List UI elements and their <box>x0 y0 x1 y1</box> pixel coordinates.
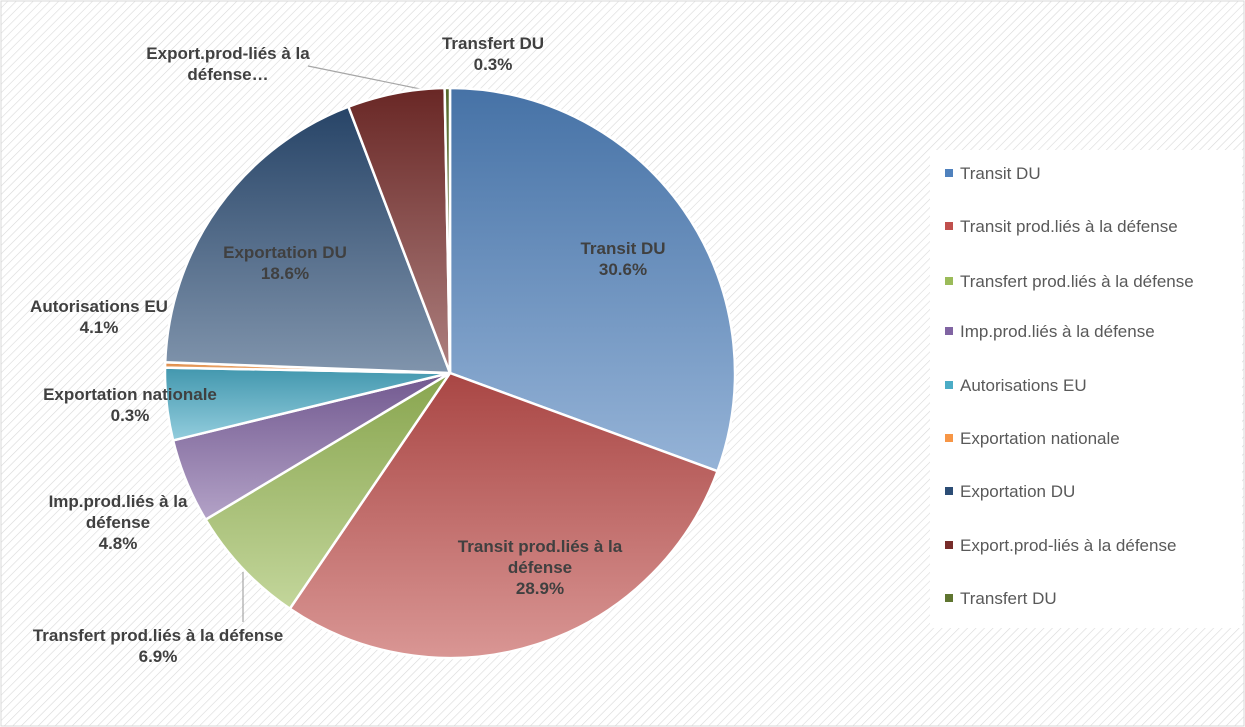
data-label-name: Export.prod-liés à la défense… <box>146 44 310 84</box>
legend-marker <box>945 222 953 230</box>
legend-marker <box>945 277 953 285</box>
legend-entry: Exportation nationale <box>960 429 1120 448</box>
data-label-text: Transfert DU 0.3% <box>413 33 573 75</box>
data-label-value: 4.1% <box>79 318 119 337</box>
legend-text: Transit DU <box>960 164 1041 183</box>
legend-marker <box>945 541 953 549</box>
pie-slice <box>443 86 452 374</box>
data-label-name: Transfert prod.liés à la défense <box>32 626 284 645</box>
legend-marker <box>945 169 953 177</box>
data-label-text: Autorisations EU 4.1% <box>0 296 199 338</box>
data-label-name: Transit prod.liés à la défense <box>457 537 623 577</box>
legend-entry: Exportation DU <box>960 482 1076 501</box>
data-label: Transfert prod.liés à la défense 6.9% <box>28 625 288 667</box>
legend-box <box>930 150 1242 628</box>
data-label-value: 28.9% <box>515 579 565 598</box>
data-label-value: 4.8% <box>98 534 138 553</box>
legend-marker <box>945 434 953 442</box>
data-label-value: 0.3% <box>473 55 513 74</box>
data-label-text: Transfert prod.liés à la défense 6.9% <box>28 625 288 667</box>
data-label-value: 18.6% <box>260 264 310 283</box>
legend-marker <box>945 487 953 495</box>
data-label: Imp.prod.liés à la défense 4.8% <box>18 491 218 554</box>
data-label-text: Export.prod-liés à la défense… <box>141 43 316 85</box>
legend-entry: Transfert DU <box>960 589 1057 608</box>
data-label: Exportation DU 18.6% <box>185 242 385 284</box>
legend-text: Transfert DU <box>960 589 1057 608</box>
legend-text: Transit prod.liés à la défense <box>960 217 1178 236</box>
data-label-value: 6.9% <box>138 647 178 666</box>
data-label-text: Imp.prod.liés à la défense 4.8% <box>18 491 218 554</box>
legend-text: Transfert prod.liés à la défense <box>960 272 1194 291</box>
data-label-name: Imp.prod.liés à la défense <box>48 492 188 532</box>
data-label-text: Exportation nationale 0.3% <box>5 384 255 426</box>
legend-entry: Transfert prod.liés à la défense <box>960 272 1194 291</box>
data-label: Export.prod-liés à la défense… <box>141 43 316 85</box>
data-label-text: Exportation DU 18.6% <box>185 242 385 284</box>
pie-slice <box>203 371 452 611</box>
data-label-name: Transit DU <box>580 239 666 258</box>
legend-entry: Imp.prod.liés à la défense <box>960 322 1155 341</box>
legend-marker <box>945 327 953 335</box>
data-label: Autorisations EU 4.1% <box>0 296 199 338</box>
data-label-name: Transfert DU <box>441 34 545 53</box>
leader-line <box>307 65 441 94</box>
legend-entry: Autorisations EU <box>960 376 1087 395</box>
data-label: Transfert DU 0.3% <box>413 33 573 75</box>
legend-text: Exportation nationale <box>960 429 1120 448</box>
data-label-name: Autorisations EU <box>30 297 168 316</box>
data-label: Transit DU 30.6% <box>523 238 723 280</box>
pie-slice <box>448 86 737 473</box>
data-label-name: Exportation nationale <box>43 385 217 404</box>
legend-entry: Transit DU <box>960 164 1041 183</box>
data-label-value: 0.3% <box>110 406 150 425</box>
legend-text: Autorisations EU <box>960 376 1087 395</box>
legend-text: Exportation DU <box>960 482 1076 501</box>
pie-slice <box>288 371 720 660</box>
legend-entry: Transit prod.liés à la défense <box>960 217 1178 236</box>
data-label-text: Transit DU 30.6% <box>523 238 723 280</box>
data-label-text: Transit prod.liés à la défense 28.9% <box>433 536 648 599</box>
legend-marker <box>945 381 953 389</box>
legend-entry: Export.prod-liés à la défense <box>960 536 1177 555</box>
legend-marker <box>945 594 953 602</box>
data-label-name: Exportation DU <box>223 243 347 262</box>
data-label: Transit prod.liés à la défense 28.9% <box>433 536 648 599</box>
pie-slice <box>163 105 452 375</box>
data-label-value: 30.6% <box>598 260 648 279</box>
legend-text: Imp.prod.liés à la défense <box>960 322 1155 341</box>
data-label: Exportation nationale 0.3% <box>5 384 255 426</box>
legend-text: Export.prod-liés à la défense <box>960 536 1177 555</box>
